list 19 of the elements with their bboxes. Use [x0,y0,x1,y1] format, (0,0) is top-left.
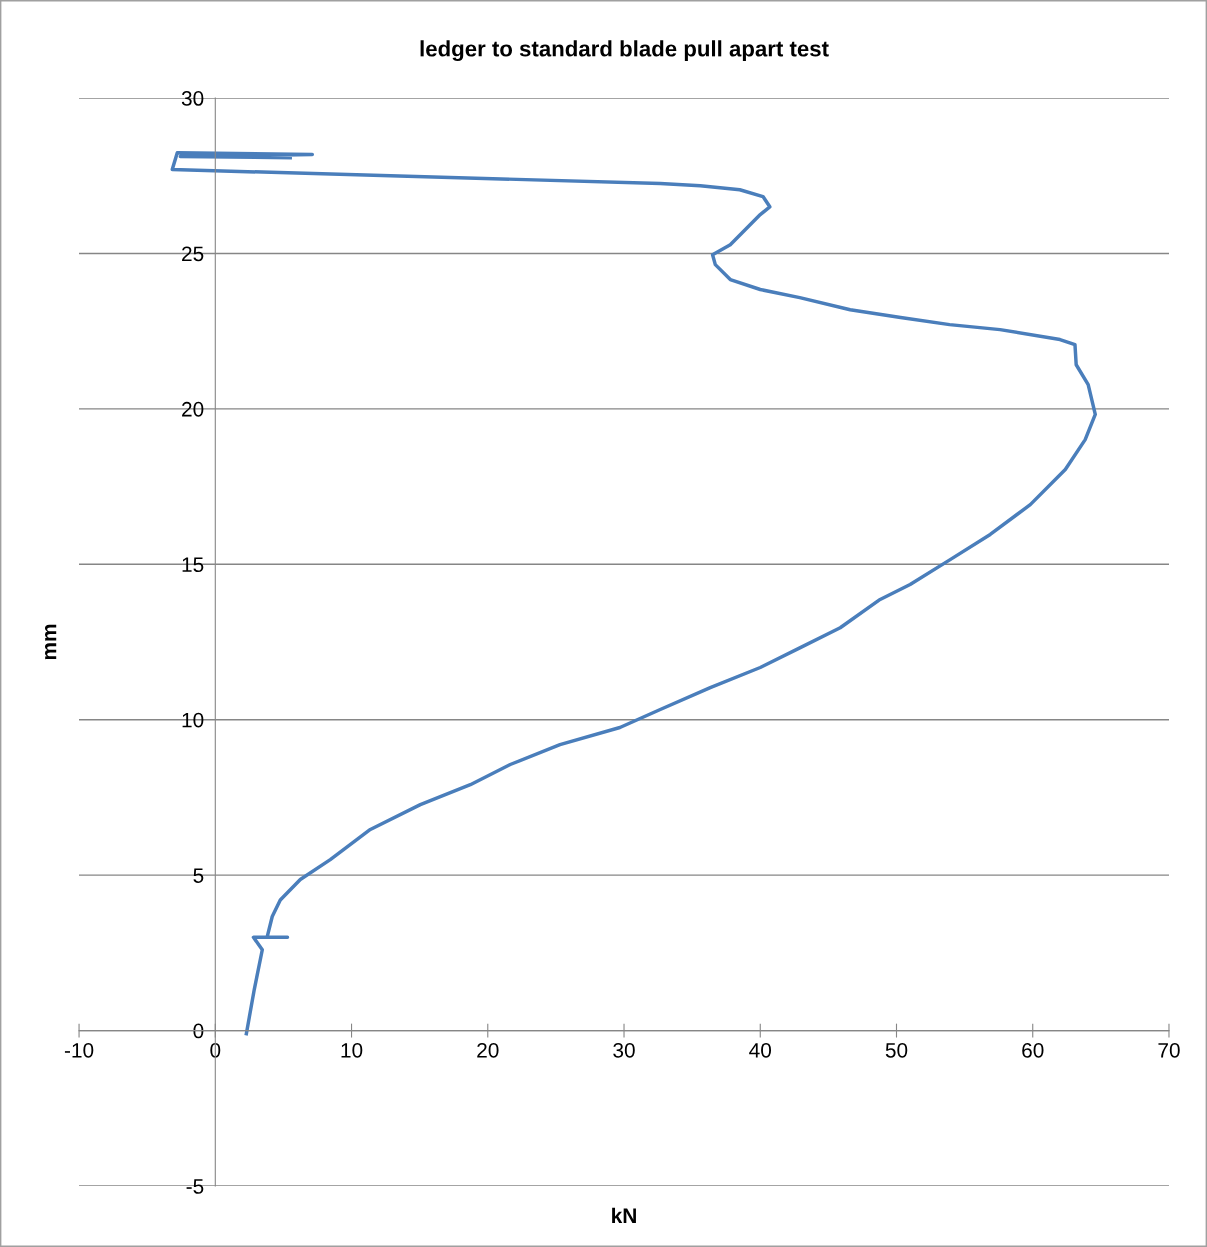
y-tick-label: 10 [182,712,204,728]
chart-title: ledger to standard blade pull apart test [420,40,829,62]
x-tick-label: 40 [749,1042,772,1058]
x-tick-label: 60 [1022,1042,1044,1058]
x-tick-label: 10 [341,1042,363,1058]
y-tick-label: 15 [182,557,204,573]
x-tick-label: -10 [64,1042,94,1058]
x-axis-title: kN [612,1207,636,1223]
x-tick-label: 20 [477,1042,499,1058]
y-tick-label: 5 [193,868,204,883]
x-tick-label: 30 [613,1042,635,1058]
x-tick-label: 70 [1158,1042,1180,1058]
x-tick-label: 0 [210,1042,221,1058]
y-tick-label: 25 [182,246,204,262]
x-tick-label: 50 [885,1042,908,1058]
y-tick-label: 20 [182,401,204,417]
y-tick-label: -5 [186,1179,204,1194]
y-tick-label: 30 [181,91,204,106]
y-axis-title: mm [44,624,57,660]
